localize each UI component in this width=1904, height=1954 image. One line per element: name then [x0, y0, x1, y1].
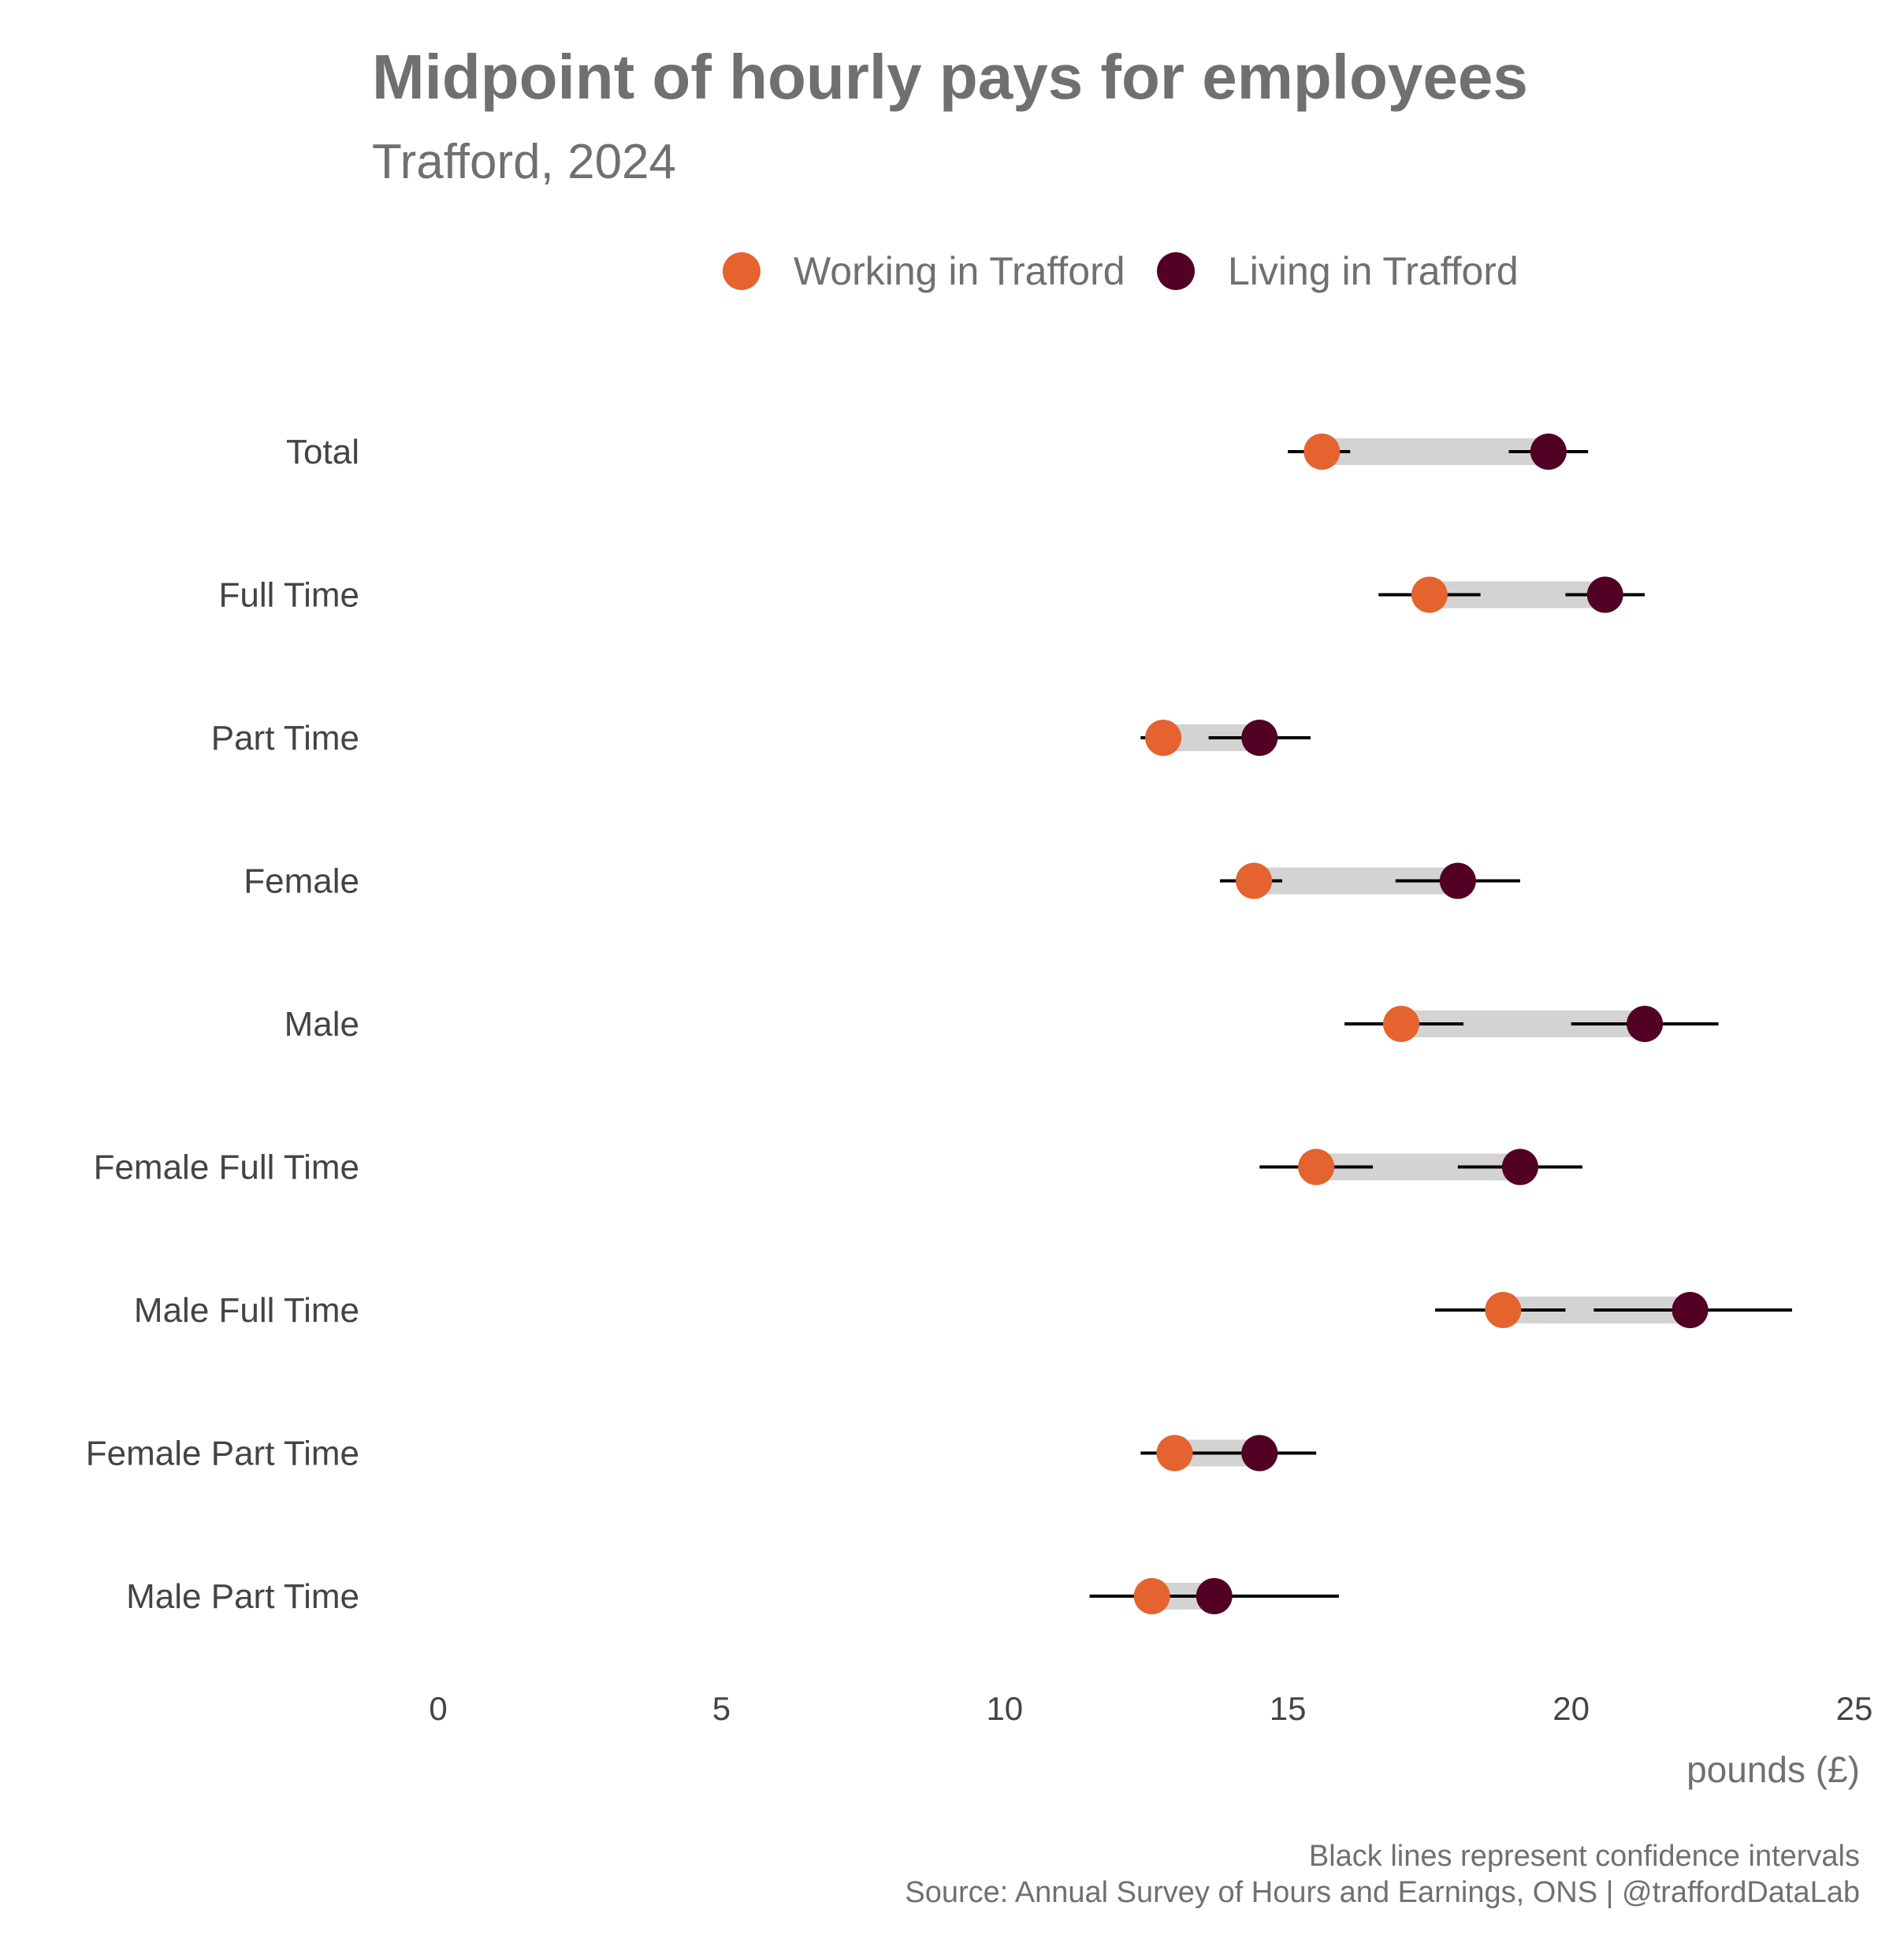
legend-item-working: Working in Trafford [723, 240, 1125, 303]
category-label-male-full-time: Male Full Time [134, 1291, 359, 1330]
point-working-female [1236, 862, 1273, 899]
point-working-male-part-time [1133, 1578, 1170, 1614]
point-working-male [1382, 1006, 1419, 1042]
category-label-total: Total [286, 433, 359, 471]
legend: Working in Trafford Living in Trafford [0, 240, 1904, 303]
legend-label-living: Living in Trafford [1228, 249, 1519, 293]
point-living-female-part-time [1241, 1435, 1278, 1472]
category-label-female-full-time: Female Full Time [94, 1148, 359, 1187]
chart-subtitle: Trafford, 2024 [372, 135, 677, 189]
category-label-full-time: Full Time [219, 576, 359, 615]
point-living-male [1627, 1006, 1664, 1042]
x-tick-label-0: 0 [429, 1690, 447, 1727]
point-living-male-part-time [1196, 1578, 1233, 1614]
x-tick-label-25: 25 [1836, 1690, 1873, 1727]
point-living-female [1439, 862, 1476, 899]
category-label-male: Male [284, 1005, 359, 1044]
caption-line-source: Source: Annual Survey of Hours and Earni… [905, 1876, 1860, 1909]
category-label-female-part-time: Female Part Time [86, 1435, 359, 1473]
chart-title: Midpoint of hourly pays for employees [372, 42, 1528, 112]
point-living-part-time [1241, 720, 1278, 756]
legend-label-working: Working in Trafford [794, 249, 1125, 293]
x-tick-label-20: 20 [1553, 1690, 1590, 1727]
point-working-male-full-time [1485, 1292, 1522, 1328]
x-tick-label-10: 10 [986, 1690, 1023, 1727]
category-label-female: Female [244, 862, 359, 901]
point-living-total [1530, 434, 1567, 470]
point-working-part-time [1145, 720, 1182, 756]
category-label-part-time: Part Time [211, 719, 359, 757]
point-working-female-part-time [1156, 1435, 1193, 1472]
category-label-male-part-time: Male Part Time [126, 1577, 359, 1616]
x-tick-label-15: 15 [1270, 1690, 1307, 1727]
legend-marker-working [723, 252, 760, 290]
point-living-male-full-time [1672, 1292, 1709, 1328]
point-working-total [1303, 434, 1341, 470]
point-living-full-time [1586, 576, 1623, 613]
caption: Black lines represent confidence interva… [905, 1838, 1860, 1911]
x-tick-label-5: 5 [712, 1690, 731, 1727]
point-working-full-time [1411, 576, 1448, 613]
caption-line-ci: Black lines represent confidence interva… [1308, 1840, 1860, 1873]
legend-marker-living [1157, 252, 1195, 290]
point-working-female-full-time [1298, 1148, 1335, 1185]
x-axis-label: pounds (£) [1686, 1749, 1860, 1790]
legend-item-living: Living in Trafford [1157, 240, 1519, 303]
point-living-female-full-time [1501, 1148, 1538, 1185]
